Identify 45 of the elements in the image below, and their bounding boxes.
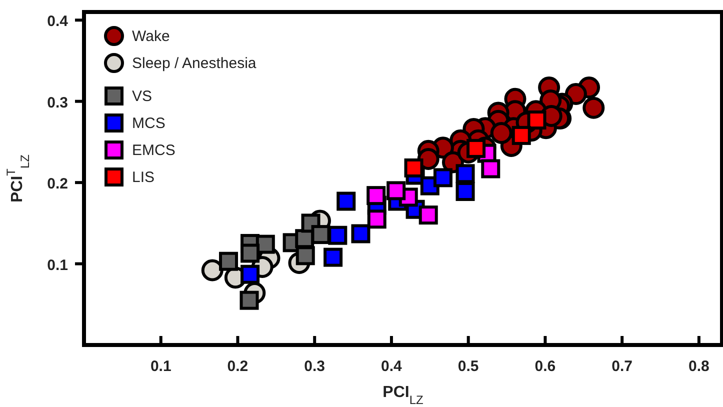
point xyxy=(336,192,356,211)
x-tick-label: 0.7 xyxy=(612,358,632,375)
legend-label: VS xyxy=(132,88,152,105)
point xyxy=(456,182,475,201)
x-tick-label: 0.8 xyxy=(688,358,710,375)
y-tick-label: 0.1 xyxy=(47,256,68,274)
point xyxy=(433,168,452,188)
point xyxy=(311,225,330,244)
x-tick-label: 0.3 xyxy=(304,358,326,375)
point xyxy=(240,264,260,284)
point xyxy=(240,244,260,263)
legend-label: MCS xyxy=(132,115,166,132)
x-tick-label: 0.6 xyxy=(534,358,556,375)
point xyxy=(466,138,486,158)
y-tick-label: 0.4 xyxy=(47,13,69,30)
y-tick-label: 0.3 xyxy=(47,94,68,112)
legend-label: LIS xyxy=(132,169,155,186)
x-tick-label: 0.4 xyxy=(381,358,403,375)
point xyxy=(456,164,475,184)
point xyxy=(324,248,343,267)
point xyxy=(201,259,224,282)
x-tick-label: 0.1 xyxy=(150,358,172,375)
legend-label: Wake xyxy=(132,28,170,45)
legend-label: Sleep / Anesthesia xyxy=(132,55,257,72)
point xyxy=(418,206,438,225)
point xyxy=(386,181,406,200)
point xyxy=(219,252,238,271)
point xyxy=(404,158,424,178)
point xyxy=(351,224,370,244)
point xyxy=(527,110,546,130)
x-tick-label: 0.5 xyxy=(458,358,479,375)
point xyxy=(512,126,531,145)
point xyxy=(328,226,348,245)
point xyxy=(481,159,500,178)
point xyxy=(296,246,315,266)
point xyxy=(490,122,512,144)
point xyxy=(240,290,259,310)
point xyxy=(366,186,386,206)
point xyxy=(367,210,386,229)
legend-label: EMCS xyxy=(132,142,176,159)
x-tick-label: 0.2 xyxy=(227,358,248,375)
y-tick-label: 0.2 xyxy=(47,176,68,193)
point xyxy=(256,234,275,254)
x-axis-title: PCI$_{LZ}$ xyxy=(382,384,424,407)
point xyxy=(582,96,605,119)
